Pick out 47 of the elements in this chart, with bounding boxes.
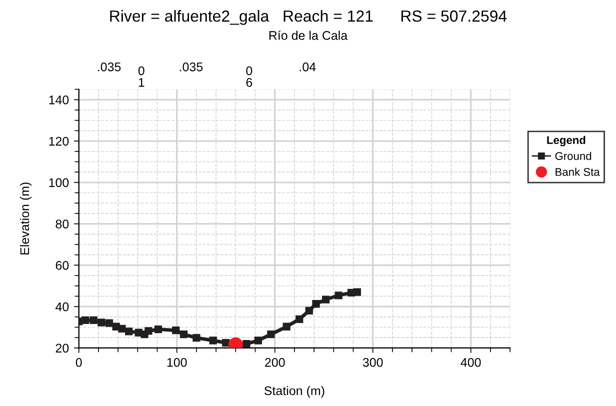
point [192, 334, 200, 342]
y-tick-label: 80 [56, 220, 69, 228]
point [242, 340, 250, 348]
point [90, 316, 98, 324]
y-tick-label: 60 [56, 260, 69, 270]
point [305, 306, 313, 315]
y-tick-label: 100 [49, 178, 69, 188]
point [334, 292, 342, 300]
x-tick-label: 100 [167, 358, 187, 367]
point [322, 296, 330, 304]
x-tick-label: 0 [76, 358, 82, 367]
y-tick-label: 40 [56, 302, 69, 312]
text: .035 [98, 62, 121, 72]
y-tick-label: 20 [56, 344, 69, 353]
point [98, 318, 106, 326]
point [312, 300, 320, 308]
point [180, 330, 188, 338]
point [254, 336, 262, 344]
x-tick-label: 300 [362, 358, 383, 367]
y-axis-title: Elevation (m) [20, 182, 32, 254]
y-tick-label: 120 [49, 136, 69, 146]
point [144, 327, 152, 335]
point [81, 316, 90, 324]
point [282, 322, 290, 330]
point [105, 319, 114, 327]
point [172, 326, 180, 334]
text: 0 1 [138, 66, 144, 87]
point [222, 338, 230, 347]
point [118, 324, 126, 333]
point [353, 288, 361, 296]
chart-subtitle: Río de la Cala [269, 30, 348, 40]
text: .04 [300, 62, 316, 72]
text: .035 [180, 62, 203, 72]
x-tick-label: 200 [265, 358, 285, 367]
point [267, 330, 275, 338]
point [296, 315, 304, 324]
legend-label: Ground [555, 152, 592, 160]
point [209, 336, 217, 344]
text: 0 6 [246, 66, 252, 87]
legend-title: Legend [547, 136, 586, 146]
legend-label: Bank Sta [556, 168, 600, 176]
x-tick-label: 400 [460, 358, 481, 367]
x-axis-title: Station (m) [264, 386, 324, 398]
chart-title: River = alfuente2_gala Reach = 121 RS = 507.2594 [110, 10, 507, 25]
point [125, 328, 133, 336]
point [154, 326, 162, 334]
y-tick-label: 140 [49, 95, 69, 104]
